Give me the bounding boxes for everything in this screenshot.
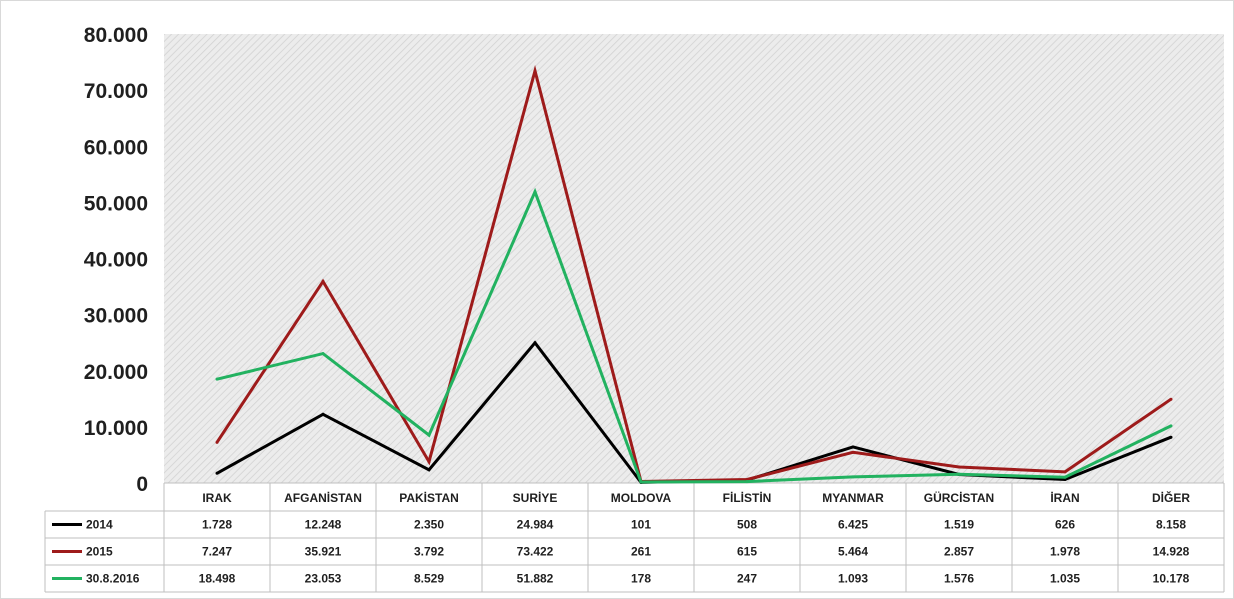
category-label: MYANMAR (822, 491, 884, 505)
data-point (1169, 424, 1173, 428)
data-cell: 6.425 (838, 518, 868, 532)
data-point (321, 352, 325, 356)
data-cell: 508 (737, 518, 757, 532)
data-point (745, 480, 749, 484)
data-point (427, 433, 431, 437)
category-label: FİLİSTİN (723, 490, 772, 505)
series-lines (215, 65, 1173, 484)
data-cell: 626 (1055, 518, 1075, 532)
series-name: 2015 (86, 545, 113, 559)
data-point (533, 341, 537, 345)
data-cell: 5.464 (838, 545, 868, 559)
data-point (851, 450, 855, 454)
data-cell: 8.529 (414, 572, 444, 586)
data-point (1063, 477, 1067, 481)
data-cell: 178 (631, 572, 651, 586)
data-point (957, 465, 961, 469)
data-point (1169, 397, 1173, 401)
category-label: DİĞER (1152, 490, 1190, 505)
y-tick-label: 20.000 (84, 361, 148, 384)
data-cell: 101 (631, 518, 651, 532)
data-cell: 1.035 (1050, 572, 1080, 586)
data-point (427, 460, 431, 464)
data-point (1063, 470, 1067, 474)
series-name: 2014 (86, 518, 113, 532)
y-axis: 0 10.000 20.000 30.000 40.000 50.000 60.000 70.… (84, 24, 148, 496)
data-cell: 247 (737, 572, 757, 586)
data-cell: 1.978 (1050, 545, 1080, 559)
category-label: PAKİSTAN (399, 490, 459, 505)
data-cell: 3.792 (414, 545, 444, 559)
data-point (639, 480, 643, 484)
data-cell: 1.519 (944, 518, 974, 532)
y-tick-label: 30.000 (84, 305, 148, 328)
data-point (1063, 475, 1067, 479)
data-point (851, 475, 855, 479)
y-tick-label: 70.000 (84, 80, 148, 103)
category-label: GÜRCİSTAN (924, 490, 994, 505)
category-label: SURİYE (513, 490, 558, 505)
data-point (957, 472, 961, 476)
data-point (427, 468, 431, 472)
category-label: İRAN (1050, 490, 1079, 505)
data-cell: 51.882 (517, 572, 554, 586)
data-point (1169, 435, 1173, 439)
data-point (215, 440, 219, 444)
data-cell: 18.498 (199, 572, 236, 586)
data-cell: 73.422 (517, 545, 554, 559)
data-cell: 615 (737, 545, 757, 559)
data-cell: 35.921 (305, 545, 342, 559)
data-point (851, 445, 855, 449)
data-cell: 23.053 (305, 572, 342, 586)
data-cell: 24.984 (517, 518, 554, 532)
data-point (321, 279, 325, 283)
category-label: IRAK (202, 491, 232, 505)
data-table: IRAK AFGANİSTAN PAKİSTAN SURİYE MOLDOVA FİLİS… (44, 482, 1225, 593)
data-cell: 261 (631, 545, 651, 559)
y-tick-label: 10.000 (84, 417, 148, 440)
data-cell: 10.178 (1153, 572, 1190, 586)
y-tick-label: 50.000 (84, 192, 148, 215)
category-label: AFGANİSTAN (284, 490, 362, 505)
series-line (216, 187, 1172, 484)
data-cell: 2.857 (944, 545, 974, 559)
data-point (321, 412, 325, 416)
data-cell: 1.728 (202, 518, 232, 532)
data-point (215, 471, 219, 475)
plot-area (164, 34, 1224, 483)
data-point (215, 377, 219, 381)
data-cell: 1.093 (838, 572, 868, 586)
series-name: 30.8.2016 (86, 572, 140, 586)
data-cell: 7.247 (202, 545, 232, 559)
data-point (533, 190, 537, 194)
data-cell: 14.928 (1153, 545, 1190, 559)
y-tick-label: 80.000 (84, 24, 148, 47)
data-cell: 12.248 (305, 518, 342, 532)
y-tick-label: 40.000 (84, 249, 148, 272)
data-cell: 1.576 (944, 572, 974, 586)
data-point (533, 69, 537, 73)
data-cell: 2.350 (414, 518, 444, 532)
y-tick-label: 0 (136, 473, 148, 496)
y-tick-label: 60.000 (84, 136, 148, 159)
category-label: MOLDOVA (611, 491, 672, 505)
data-cell: 8.158 (1156, 518, 1186, 532)
